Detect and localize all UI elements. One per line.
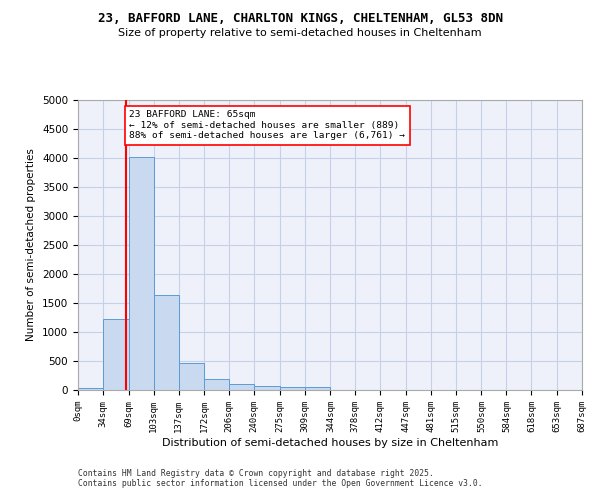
Bar bbox=[204, 379, 229, 390]
Text: Contains HM Land Registry data © Crown copyright and database right 2025.: Contains HM Land Registry data © Crown c… bbox=[78, 468, 434, 477]
Bar bbox=[128, 157, 154, 390]
Text: Size of property relative to semi-detached houses in Cheltenham: Size of property relative to semi-detach… bbox=[118, 28, 482, 38]
Bar bbox=[154, 295, 179, 390]
Bar bbox=[103, 318, 128, 390]
Bar bbox=[280, 388, 305, 390]
Text: 23, BAFFORD LANE, CHARLTON KINGS, CHELTENHAM, GL53 8DN: 23, BAFFORD LANE, CHARLTON KINGS, CHELTE… bbox=[97, 12, 503, 26]
X-axis label: Distribution of semi-detached houses by size in Cheltenham: Distribution of semi-detached houses by … bbox=[162, 438, 498, 448]
Y-axis label: Number of semi-detached properties: Number of semi-detached properties bbox=[26, 148, 37, 342]
Text: 23 BAFFORD LANE: 65sqm
← 12% of semi-detached houses are smaller (889)
88% of se: 23 BAFFORD LANE: 65sqm ← 12% of semi-det… bbox=[130, 110, 406, 140]
Bar bbox=[179, 362, 204, 390]
Bar bbox=[305, 387, 331, 390]
Bar bbox=[254, 386, 280, 390]
Text: Contains public sector information licensed under the Open Government Licence v3: Contains public sector information licen… bbox=[78, 478, 482, 488]
Bar bbox=[229, 384, 254, 390]
Bar bbox=[78, 388, 103, 390]
